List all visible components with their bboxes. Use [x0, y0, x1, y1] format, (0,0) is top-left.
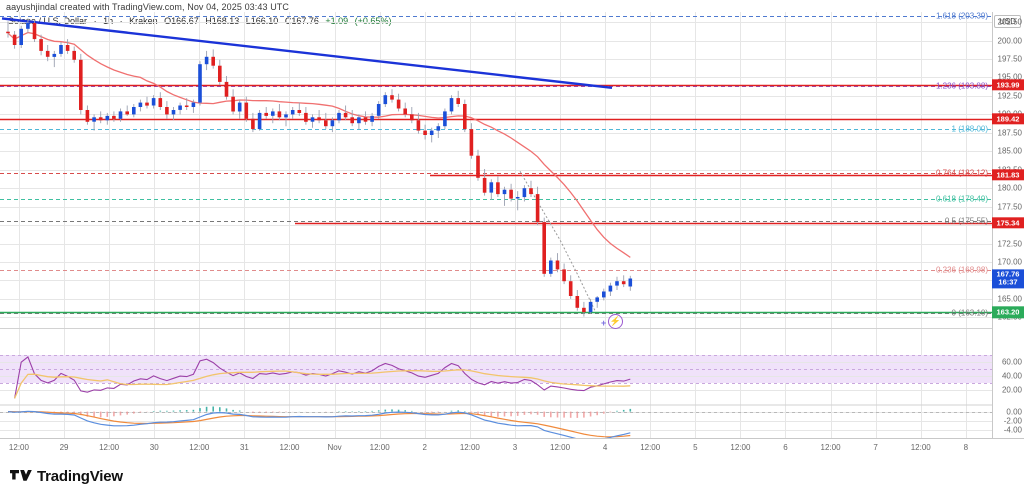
fib-label-0: 1.618 (203.39) — [935, 11, 988, 21]
price-tick: 165.00 — [997, 294, 1022, 304]
symbol-legend: Solana / U.S. Dollar · 1h · Kraken O166.… — [8, 16, 395, 26]
fib-label-2: 1 (188.00) — [951, 124, 988, 134]
rsi-tick: 60.00 — [1001, 357, 1022, 367]
legend-change: +1.09 — [325, 16, 349, 26]
chart-canvas — [0, 12, 992, 438]
time-tick: 3 — [512, 443, 518, 452]
time-tick: 12:00 — [459, 443, 480, 452]
time-tick: 12:00 — [99, 443, 120, 452]
time-tick: 6 — [783, 443, 788, 452]
time-tick: 12:00 — [8, 443, 29, 452]
fib-label-6: 0.236 (168.98) — [935, 265, 988, 275]
time-tick: 12:00 — [910, 443, 931, 452]
fib-label-3: 0.764 (182.12) — [935, 168, 988, 178]
fib-label-1: 1.236 (193.88) — [935, 81, 988, 91]
macd-tick: -2.00 — [1003, 416, 1022, 426]
legend-high: H168.13 — [205, 16, 240, 26]
fib-1-tag-value: 189.42 — [996, 113, 1020, 123]
time-tick: 29 — [59, 443, 69, 452]
price-tick: 187.50 — [997, 128, 1022, 138]
time-tick: Nov — [327, 443, 342, 452]
fib-label-5: 0.5 (175.55) — [944, 216, 988, 226]
idea-marker-plus-icon[interactable]: + — [601, 318, 607, 328]
legend-low: L166.10 — [245, 16, 279, 26]
legend-sep-1: · — [93, 16, 97, 26]
legend-open: O166.67 — [164, 16, 199, 26]
price-tick: 180.00 — [997, 183, 1022, 193]
price-scale[interactable]: USD 202.50200.00197.50195.00192.50190.00… — [992, 12, 1024, 438]
legend-interval[interactable]: 1h — [103, 16, 114, 26]
footer-bar: TradingView — [0, 460, 1024, 493]
time-axis[interactable]: 12:00 29 12:00 30 12:00 31 12:00 Nov 12:00 2 12:00… — [0, 438, 1024, 460]
rsi-tick: 40.00 — [1001, 371, 1022, 381]
last-price-tag-time: 16:37 — [998, 277, 1018, 287]
currency-badge: USD — [994, 15, 1021, 28]
time-tick: 12:00 — [189, 443, 210, 452]
time-tick: 2 — [422, 443, 427, 452]
fib-0-tag: 163.20 — [992, 306, 1024, 318]
last-price-tag: 167.76 16:37 — [992, 268, 1024, 289]
legend-close: C167.76 — [284, 16, 319, 26]
price-tick: 172.50 — [997, 239, 1022, 249]
idea-marker[interactable]: ⚡ — [608, 314, 623, 329]
fib-1236-tag: 193.99 — [992, 79, 1024, 91]
price-tick: 192.50 — [997, 91, 1022, 101]
rsi-tick: 20.00 — [1001, 385, 1022, 395]
macd-tick: -4.00 — [1003, 425, 1022, 435]
fib-label-7: 0 (163.10) — [951, 308, 988, 318]
price-tick: 185.00 — [997, 146, 1022, 156]
time-tick: 30 — [149, 443, 159, 452]
macd-tick: 0.00 — [1006, 407, 1022, 417]
price-tick: 202.50 — [997, 17, 1022, 27]
attribution-text: aayushjindal created with TradingView.co… — [6, 2, 289, 12]
tradingview-logo-icon — [10, 469, 32, 481]
time-tick: 12:00 — [640, 443, 661, 452]
brand-name: TradingView — [37, 468, 123, 485]
time-tick: 8 — [963, 443, 969, 452]
fib-1-tag: 189.42 — [992, 112, 1024, 125]
legend-sep-2: · — [119, 16, 123, 26]
fib-05-tag: 175.34 — [992, 216, 1024, 229]
fib-05-tag-value: 175.34 — [996, 217, 1020, 227]
time-tick: 12:00 — [279, 443, 300, 452]
time-tick: 5 — [693, 443, 698, 452]
time-tick: 12:00 — [369, 443, 390, 452]
time-tick: 31 — [239, 443, 249, 452]
time-tick: 12:00 — [730, 443, 751, 452]
chart-plot-area[interactable]: 1.618 (203.39) 1.236 (193.88) 1 (188.00) 0.… — [0, 11, 992, 438]
legend-exchange: Kraken — [129, 16, 158, 26]
fib-0764-tag-value: 181.83 — [996, 169, 1020, 179]
fib-0-tag-value: 163.20 — [996, 307, 1020, 317]
time-tick: 12:00 — [550, 443, 571, 452]
time-tick: 7 — [873, 443, 878, 452]
price-tick: 200.00 — [997, 36, 1022, 46]
last-price-tag-value: 167.76 — [996, 268, 1020, 278]
price-tick: 170.00 — [997, 257, 1022, 267]
fib-label-4: 0.618 (178.49) — [935, 194, 988, 204]
fib-0764-tag: 181.83 — [992, 168, 1024, 181]
price-tick: 177.50 — [997, 202, 1022, 212]
time-tick: 4 — [602, 443, 608, 452]
fib-1236-tag-value: 193.99 — [996, 80, 1020, 90]
legend-change-percent: (+0.65%) — [354, 16, 392, 26]
legend-symbol[interactable]: Solana / U.S. Dollar — [8, 16, 88, 26]
price-tick: 197.50 — [997, 54, 1022, 64]
time-tick: 12:00 — [820, 443, 841, 452]
price-tick: 195.00 — [997, 72, 1022, 82]
